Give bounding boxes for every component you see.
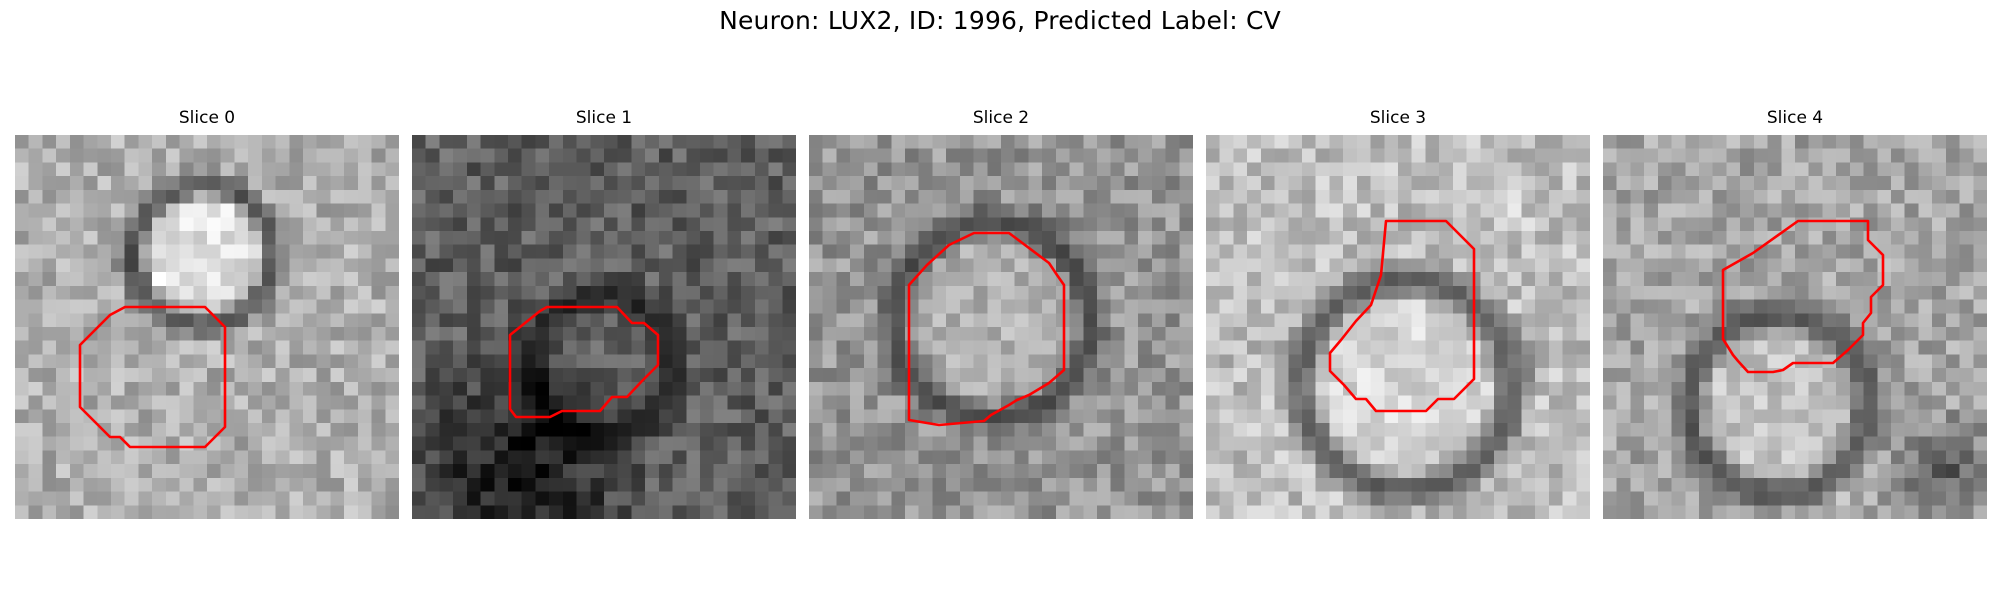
panel-title: Slice 1 xyxy=(575,108,633,128)
roi-outline xyxy=(907,231,1066,427)
roi-outline xyxy=(1328,219,1476,413)
figure-title: Neuron: LUX2, ID: 1996, Predicted Label:… xyxy=(719,6,1281,35)
panel-title: Slice 0 xyxy=(178,108,236,128)
panel-title: Slice 2 xyxy=(972,108,1030,128)
microscopy-image xyxy=(15,135,399,519)
microscopy-image xyxy=(1206,135,1590,519)
roi-outline xyxy=(1721,219,1885,374)
panel-title: Slice 4 xyxy=(1766,108,1824,128)
roi-outline xyxy=(78,305,227,449)
microscopy-image xyxy=(412,135,796,519)
roi-outline xyxy=(508,305,660,419)
microscopy-image xyxy=(1603,135,1987,519)
microscopy-image xyxy=(809,135,1193,519)
panel-title: Slice 3 xyxy=(1369,108,1427,128)
